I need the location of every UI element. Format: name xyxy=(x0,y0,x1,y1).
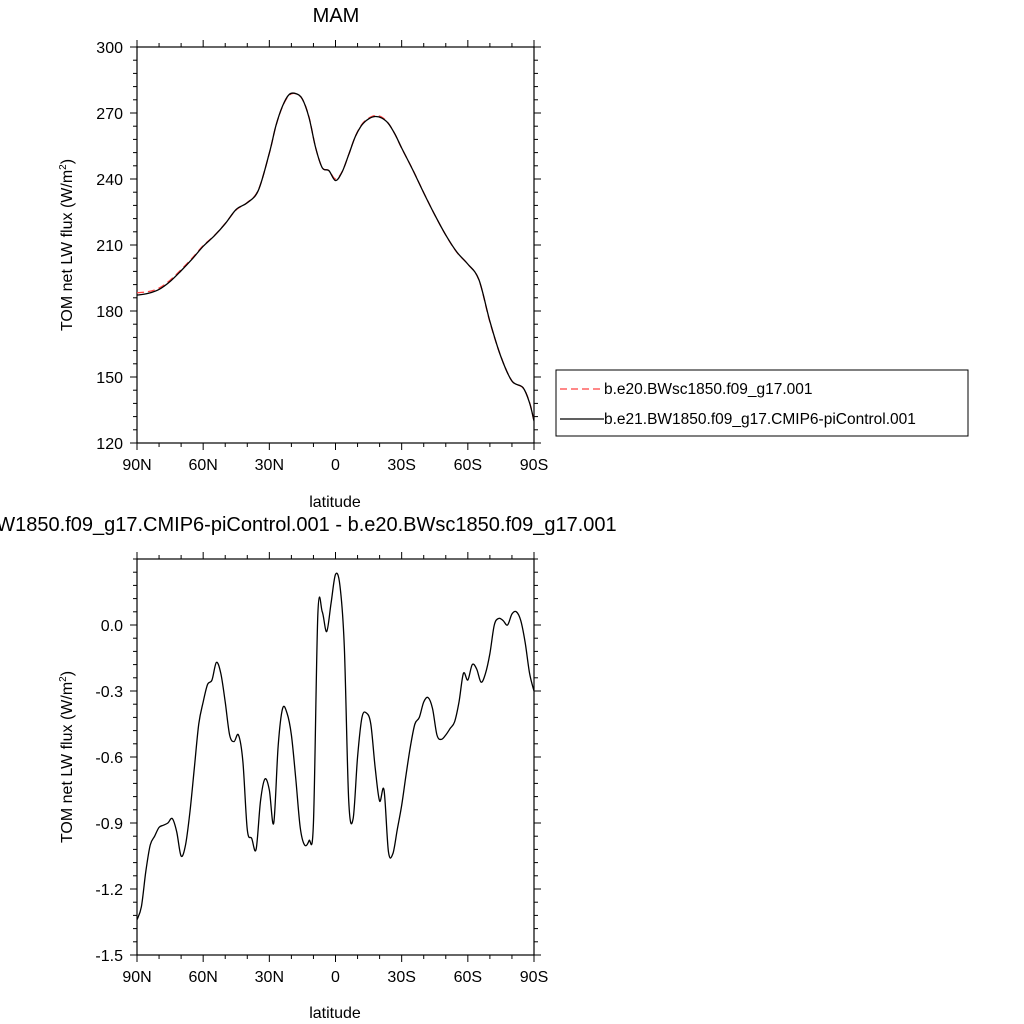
bottom-y-tick-label: -1.5 xyxy=(95,948,123,965)
bottom-plot-area: 90N 60N 30N 0 30S 60S 90S -1.5 -1.2 -0.9 -0.6 -0.3 0… xyxy=(95,552,548,986)
bottom-x-tick-label: 60N xyxy=(188,969,217,986)
top-panel-title: MAM xyxy=(313,5,360,27)
top-panel-y-axis-label-close: ) xyxy=(59,159,76,164)
bottom-x-tick-label: 30S xyxy=(387,969,415,986)
top-plot-frame xyxy=(136,46,535,444)
legend: b.e20.BWsc1850.f09_g17.001 b.e21.BW1850.… xyxy=(555,369,969,437)
bottom-x-tick-label: 0 xyxy=(331,969,340,986)
top-y-tick-label: 300 xyxy=(96,40,123,57)
bottom-x-tick-label: 90N xyxy=(122,969,151,986)
top-x-tick-label: 60S xyxy=(454,457,482,474)
top-plot-area: 90N 60N 30N 0 30S 60S 90S 120 150 180 210 240 270 300 xyxy=(96,40,548,474)
bottom-panel-y-axis-label-main: TOM net LW flux (W/m xyxy=(59,682,76,843)
top-series-line-2 xyxy=(137,92,534,422)
bottom-y-tick-label: -0.9 xyxy=(95,816,123,833)
top-x-tick-label: 90S xyxy=(520,457,548,474)
top-y-tick-label: 150 xyxy=(96,370,123,387)
bottom-series-line-1 xyxy=(137,572,534,921)
bottom-plot-frame xyxy=(136,558,535,956)
bottom-panel-title: b.e21.BW1850.f09_g17.CMIP6-piControl.001… xyxy=(0,514,617,536)
top-x-tick-label: 30N xyxy=(255,457,284,474)
top-y-tick-label: 270 xyxy=(96,106,123,123)
top-panel-y-axis-label-superscript: 2 xyxy=(58,164,69,170)
bottom-panel-y-axis-label: TOM net LW flux (W/m2) xyxy=(58,671,76,843)
top-x-tick-label: 30S xyxy=(387,457,415,474)
top-panel-y-axis-label-main: TOM net LW flux (W/m xyxy=(59,170,76,331)
bottom-x-tick-label: 30N xyxy=(255,969,284,986)
top-x-tick-label: 90N xyxy=(122,457,151,474)
top-panel-x-axis-label: latitude xyxy=(309,494,361,511)
bottom-panel-y-axis-label-superscript: 2 xyxy=(58,676,69,682)
top-y-tick-label: 240 xyxy=(96,172,123,189)
top-y-tick-label: 210 xyxy=(96,238,123,255)
top-panel-y-axis-label: TOM net LW flux (W/m2) xyxy=(58,159,76,331)
bottom-panel-y-axis-label-close: ) xyxy=(59,671,76,676)
bottom-y-tick-label: 0.0 xyxy=(101,618,123,635)
top-panel: MAM 90N 60N 30N 0 30S 60S 90S 120 150 180 210 240 27… xyxy=(58,5,548,511)
top-y-tick-label: 120 xyxy=(96,436,123,453)
bottom-x-tick-label: 90S xyxy=(520,969,548,986)
top-x-tick-label: 0 xyxy=(331,457,340,474)
legend-label-series-1: b.e20.BWsc1850.f09_g17.001 xyxy=(604,381,813,398)
top-y-tick-label: 180 xyxy=(96,304,123,321)
legend-label-series-2: b.e21.BW1850.f09_g17.CMIP6-piControl.001 xyxy=(604,411,916,428)
bottom-x-tick-label: 60S xyxy=(454,969,482,986)
bottom-y-tick-label: -0.3 xyxy=(95,684,123,701)
bottom-y-tick-label: -1.2 xyxy=(95,882,123,899)
top-x-tick-label: 60N xyxy=(188,457,217,474)
legend-box xyxy=(555,369,969,437)
bottom-panel-x-axis-label: latitude xyxy=(309,1005,361,1022)
top-series-line-1 xyxy=(137,92,534,422)
bottom-y-tick-label: -0.6 xyxy=(95,750,123,767)
bottom-panel: b.e21.BW1850.f09_g17.CMIP6-piControl.001… xyxy=(0,514,617,1022)
